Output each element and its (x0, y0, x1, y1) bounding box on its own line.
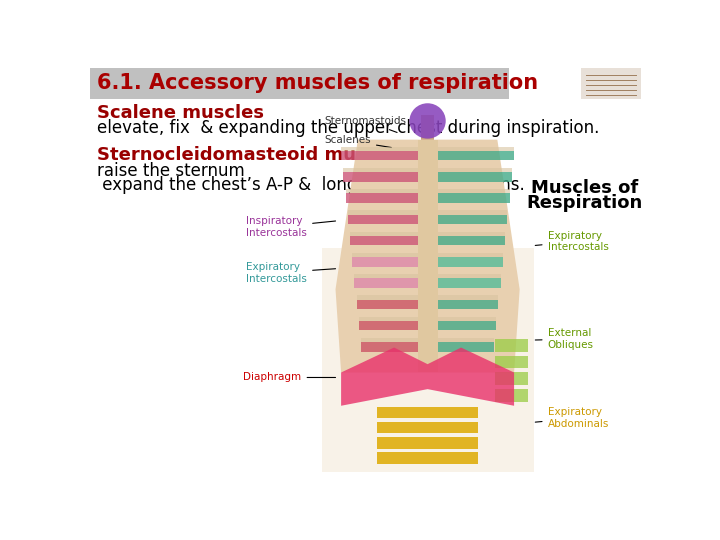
FancyBboxPatch shape (377, 422, 478, 434)
FancyBboxPatch shape (495, 339, 528, 352)
Text: Diaphragm: Diaphragm (243, 373, 336, 382)
Text: elevate, fix  & expanding the upper chest during inspiration.: elevate, fix & expanding the upper chest… (96, 119, 599, 137)
Ellipse shape (410, 103, 446, 139)
FancyBboxPatch shape (495, 373, 528, 385)
Polygon shape (341, 348, 514, 406)
FancyBboxPatch shape (377, 453, 478, 464)
Text: Scalenes: Scalenes (324, 136, 392, 147)
FancyBboxPatch shape (377, 407, 478, 418)
Text: Inspiratory
Intercostals: Inspiratory Intercostals (246, 216, 336, 238)
Polygon shape (336, 140, 520, 373)
FancyBboxPatch shape (495, 356, 528, 368)
Text: Muscles of: Muscles of (531, 179, 639, 197)
FancyBboxPatch shape (322, 248, 534, 472)
FancyBboxPatch shape (377, 437, 478, 449)
FancyBboxPatch shape (421, 114, 434, 140)
Text: Scalene muscles: Scalene muscles (96, 104, 264, 122)
Text: External
Obliques: External Obliques (535, 328, 593, 350)
Text: Expiratory
Abdominals: Expiratory Abdominals (535, 407, 609, 429)
Text: 6.1. Accessory muscles of respiration: 6.1. Accessory muscles of respiration (96, 73, 538, 93)
Text: raise the sternum: raise the sternum (96, 162, 245, 180)
FancyBboxPatch shape (90, 68, 508, 99)
Text: Expiratory
Intercostals: Expiratory Intercostals (246, 262, 336, 284)
Text: Respiration: Respiration (527, 194, 643, 212)
FancyBboxPatch shape (418, 140, 438, 373)
Text: Sternomastoids: Sternomastoids (324, 116, 406, 132)
Text: Expiratory
Intercostals: Expiratory Intercostals (535, 231, 608, 252)
FancyBboxPatch shape (495, 389, 528, 402)
Text: expand the chest’s A-P &  longitudinal dimensions.: expand the chest’s A-P & longitudinal di… (96, 177, 524, 194)
FancyBboxPatch shape (581, 68, 642, 99)
Text: Sternocleidomasteoid muscles: Sternocleidomasteoid muscles (96, 146, 406, 164)
